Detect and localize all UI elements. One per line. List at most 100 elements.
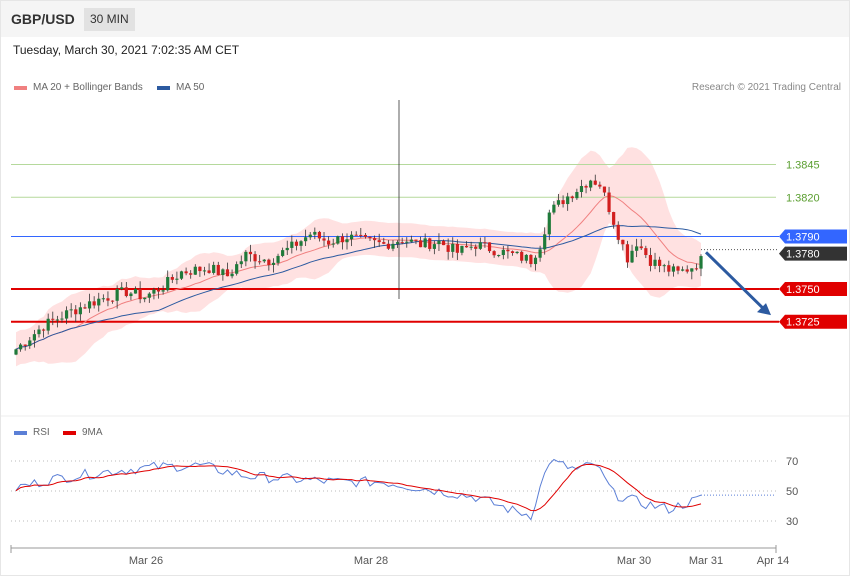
candle-body xyxy=(538,249,542,258)
level-label-1.3725: 1.3725 xyxy=(786,317,820,329)
candle-body xyxy=(483,242,487,244)
candle-body xyxy=(129,293,133,297)
legend-ma50: MA 50 xyxy=(157,82,204,93)
candle-body xyxy=(340,236,345,243)
level-label-1.3750: 1.3750 xyxy=(786,284,820,296)
candle-body xyxy=(681,269,685,271)
candle-body xyxy=(598,184,602,187)
candle-body xyxy=(239,261,243,265)
candle-body xyxy=(313,231,317,235)
legend-ma20: MA 20 + Bollinger Bands xyxy=(14,82,143,93)
candle-body xyxy=(543,234,547,250)
candle-body xyxy=(83,307,87,309)
legend-swatch-rsi xyxy=(14,430,27,435)
candle-body xyxy=(354,234,358,236)
candle-body xyxy=(690,268,694,272)
candle-body xyxy=(428,238,432,249)
candle-body xyxy=(570,196,574,199)
candle-body xyxy=(694,268,699,270)
candle-body xyxy=(350,234,354,240)
candle-body xyxy=(455,243,459,253)
level-label-1.3790: 1.3790 xyxy=(786,232,820,244)
candle-body xyxy=(46,318,50,331)
candle-body xyxy=(106,298,110,301)
legend-rsi-ma: 9MA xyxy=(63,427,103,438)
candle-body xyxy=(625,244,630,263)
candle-body xyxy=(331,243,335,245)
candle-body xyxy=(492,251,496,256)
candle-body xyxy=(497,255,501,257)
rsi-tick-30: 30 xyxy=(786,516,798,528)
candle-body xyxy=(184,271,188,274)
candle-body xyxy=(602,186,607,193)
candle-body xyxy=(616,224,620,240)
candle-body xyxy=(561,200,565,205)
level-tag-1.3790 xyxy=(779,229,847,244)
candle-body xyxy=(14,349,18,355)
forecast-arrow-head xyxy=(757,303,771,316)
candle-body xyxy=(529,254,533,265)
candle-body xyxy=(78,307,82,315)
x-tick-mar-31: Mar 31 xyxy=(689,555,723,567)
candle-body xyxy=(170,277,174,280)
rsi-line xyxy=(15,458,702,521)
legend-label-ma50: MA 50 xyxy=(176,82,205,93)
candle-body xyxy=(41,329,46,331)
candle-body xyxy=(552,204,556,213)
candle-body xyxy=(363,234,367,237)
candle-body xyxy=(368,236,372,239)
candle-body xyxy=(386,243,390,249)
candle-body xyxy=(699,256,703,269)
candle-body xyxy=(244,251,248,262)
level-tag-1.3750 xyxy=(779,281,847,296)
legend-swatch-rsi-ma xyxy=(63,430,76,435)
timeframe-button[interactable]: 30 MIN xyxy=(84,8,135,31)
candle-body xyxy=(317,231,322,239)
candle-body xyxy=(405,241,409,243)
candle-body xyxy=(156,289,161,292)
candle-body xyxy=(225,269,230,277)
candle-body xyxy=(593,180,597,185)
candle-body xyxy=(258,261,262,263)
candle-body xyxy=(179,271,184,279)
current-price-label: 1.3780 xyxy=(786,249,820,261)
candle-body xyxy=(487,242,492,252)
candle-body xyxy=(207,270,211,273)
candle-body xyxy=(64,310,69,319)
candle-body xyxy=(276,255,280,263)
candle-body xyxy=(515,251,519,254)
candle-body xyxy=(589,180,593,188)
x-tick-mar-26: Mar 26 xyxy=(129,555,163,567)
level-tag-1.3725 xyxy=(779,314,847,329)
candle-body xyxy=(221,269,225,276)
candle-body xyxy=(671,266,676,272)
candle-body xyxy=(87,301,92,309)
rsi-tick-50: 50 xyxy=(786,486,798,498)
candle-body xyxy=(253,254,257,262)
candle-body xyxy=(294,241,299,246)
candle-body xyxy=(474,246,478,249)
candle-body xyxy=(635,246,639,251)
candle-body xyxy=(32,334,36,341)
candle-body xyxy=(202,270,207,272)
candle-body xyxy=(460,245,464,253)
x-tick-mar-30: Mar 30 xyxy=(617,555,651,567)
candle-body xyxy=(198,266,202,272)
candle-body xyxy=(161,290,165,292)
timestamp: Tuesday, March 30, 2021 7:02:35 AM CET xyxy=(13,43,240,57)
candle-body xyxy=(285,247,289,251)
candle-body xyxy=(97,298,101,306)
candle-body xyxy=(359,234,363,236)
candle-body xyxy=(101,298,105,300)
candle-body xyxy=(235,264,239,274)
legend-swatch-ma20 xyxy=(14,85,27,90)
legend-label-rsi-ma: 9MA xyxy=(82,427,103,438)
legend-swatch-ma50 xyxy=(157,85,170,90)
x-tick-mar-28: Mar 28 xyxy=(354,555,388,567)
rsi-tick-70: 70 xyxy=(786,456,798,468)
candle-body xyxy=(147,293,151,298)
candle-body xyxy=(69,309,73,311)
candle-body xyxy=(189,273,193,275)
candle-body xyxy=(644,248,648,256)
